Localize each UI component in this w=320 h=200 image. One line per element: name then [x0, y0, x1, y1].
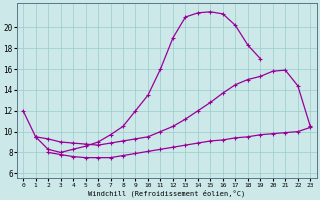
X-axis label: Windchill (Refroidissement éolien,°C): Windchill (Refroidissement éolien,°C) — [88, 189, 245, 197]
